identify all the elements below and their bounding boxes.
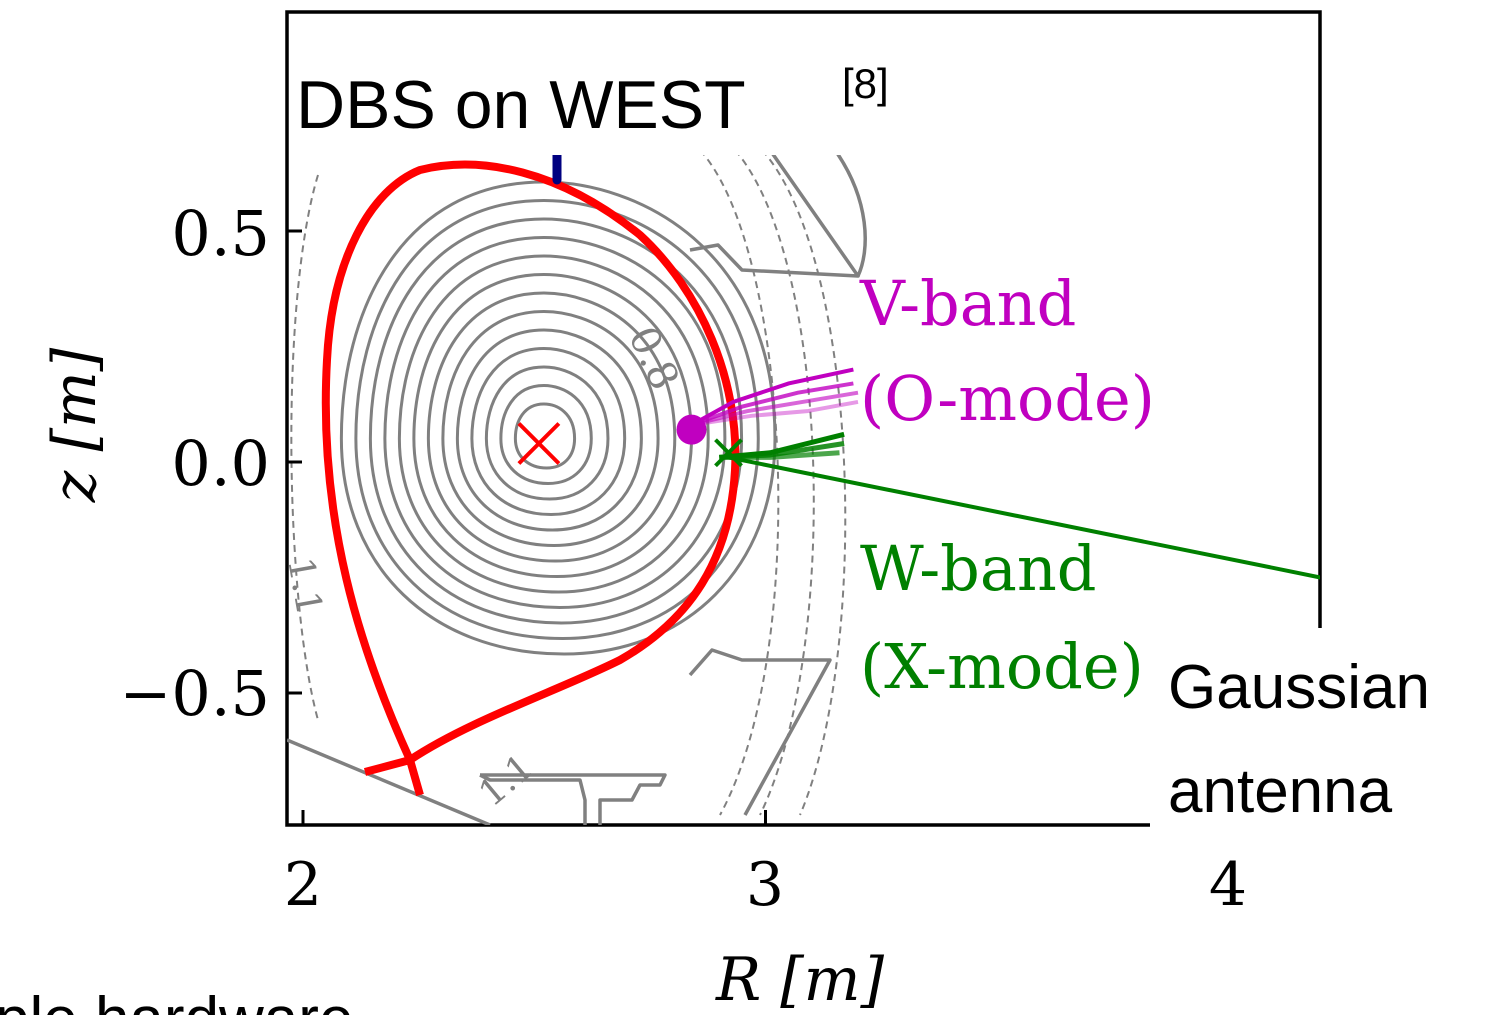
w-band-label-line1: W-band xyxy=(860,532,1096,605)
axis-cross-stroke xyxy=(517,422,561,465)
v-band-rays xyxy=(690,367,859,428)
v-band-ray xyxy=(690,367,854,427)
xtick-label-3: 3 xyxy=(746,850,784,920)
ytick-label-0-5: 0.5 xyxy=(171,197,270,270)
separatrix xyxy=(321,160,740,764)
antenna-label-background xyxy=(1150,628,1503,858)
chart-title: DBS on WEST xyxy=(296,67,746,143)
flux-surface-3 xyxy=(484,365,610,501)
flux-surface-8 xyxy=(412,273,693,579)
v-band-endpoint xyxy=(676,414,707,445)
antenna-label-line1: Gaussian xyxy=(1168,653,1430,722)
ytick-label-0-0: 0.0 xyxy=(171,427,270,500)
flux-surface-11 xyxy=(368,217,744,625)
flux-surfaces xyxy=(339,180,777,656)
w-band-ray xyxy=(723,450,840,460)
flux-surface-9 xyxy=(397,254,710,594)
v-band-ray xyxy=(691,399,859,428)
chart-title-reference: [8] xyxy=(842,60,889,107)
w-band-beam-line xyxy=(728,455,1320,580)
v-band-label-line2: (O-mode) xyxy=(860,362,1155,435)
flux-surface-7 xyxy=(426,291,677,563)
flux-surface-2 xyxy=(499,384,593,486)
xtick-label-2: 2 xyxy=(284,850,322,920)
w-cross-stroke xyxy=(714,438,743,468)
contour-label-0-8: 0.8 xyxy=(619,320,688,397)
flux-surface-4 xyxy=(470,347,627,517)
contour-label-1-1-bottom: 1.1 xyxy=(471,747,541,815)
w-band-rays xyxy=(719,431,845,460)
w-band-label-line2: (X-mode) xyxy=(860,630,1144,703)
magnetic-axis-marker xyxy=(517,422,561,465)
w-band-endpoint xyxy=(714,438,743,468)
antenna-label-line2: antenna xyxy=(1168,757,1393,826)
vessel-structures xyxy=(287,155,867,825)
dashed-flux-surfaces xyxy=(290,155,847,816)
flux-surface-10 xyxy=(383,236,727,610)
x-axis-label: R [m] xyxy=(715,945,885,1015)
y-axis-label: z [m] xyxy=(40,347,110,503)
flux-surface-5 xyxy=(455,328,643,532)
tick-marks xyxy=(287,229,767,825)
xtick-label-4: 4 xyxy=(1209,850,1247,920)
axes-frame xyxy=(285,10,1322,827)
v-band-label-line1: V-band xyxy=(859,267,1076,340)
flux-surface-6 xyxy=(441,310,660,548)
bottom-text-fragment: ple hardware xyxy=(0,985,353,1015)
ytick-label-neg-0-5: −0.5 xyxy=(119,657,270,730)
flux-surface-12 xyxy=(354,199,760,641)
separatrix-legs xyxy=(363,756,424,797)
v-band-ray xyxy=(691,390,859,427)
flux-surface-1 xyxy=(513,402,577,470)
title-background xyxy=(290,15,930,155)
v-band-ray xyxy=(690,381,854,427)
